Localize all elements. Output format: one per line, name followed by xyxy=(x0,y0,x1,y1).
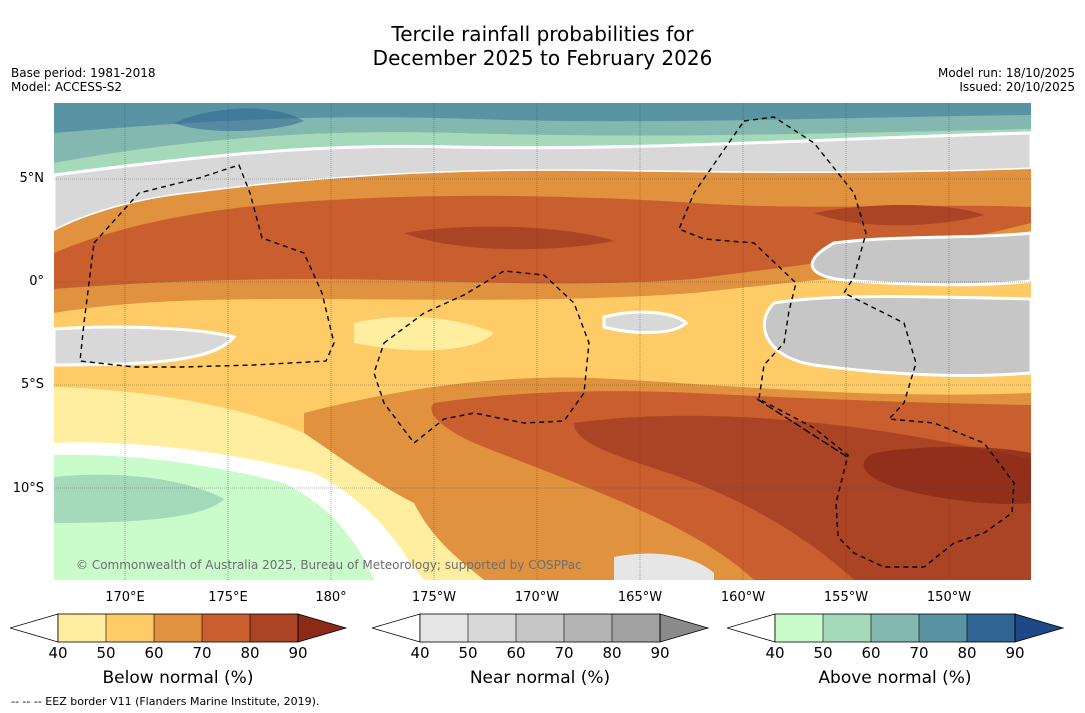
colorbar-below-arrow-right xyxy=(298,614,346,642)
title-line-1: Tercile rainfall probabilities for xyxy=(391,22,694,46)
cbar2-tick-90: 90 xyxy=(650,644,670,662)
colorbar-below-seg-2 xyxy=(106,614,154,642)
near-normal-center-patch xyxy=(602,310,689,335)
cbar3-tick-80: 80 xyxy=(957,644,977,662)
cbar3-tick-70: 70 xyxy=(909,644,929,662)
colorbar-near-arrow-left xyxy=(372,613,421,643)
colorbar-above-seg-2 xyxy=(823,614,871,642)
colorbar-above-normal xyxy=(727,613,1065,643)
cbar2-tick-70: 70 xyxy=(554,644,574,662)
colorbar-below-seg-5 xyxy=(250,614,298,642)
copyright-notice: © Commonwealth of Australia 2025, Bureau… xyxy=(76,558,582,572)
lat-label-10s: 10°S xyxy=(12,481,44,496)
near-normal-east-lower xyxy=(763,295,1031,377)
colorbar-near-seg-2 xyxy=(468,614,516,642)
eez-border-west xyxy=(79,164,335,368)
cbar1-tick-40: 40 xyxy=(48,644,68,662)
near-normal-south-patch xyxy=(614,553,714,580)
lon-label-170w: 170°W xyxy=(514,590,560,605)
colorbar-below-title: Below normal (%) xyxy=(102,668,254,688)
lon-label-170e: 170°E xyxy=(105,590,145,605)
model-name: Model: ACCESS-S2 xyxy=(11,80,123,94)
colorbar-below-arrow-left xyxy=(10,613,59,643)
colorbar-below-seg-4 xyxy=(202,614,250,642)
colorbar-above-arrow-left xyxy=(727,613,776,643)
above-normal-north-dark xyxy=(54,103,1031,133)
lon-label-175e: 175°E xyxy=(208,590,248,605)
meta-right: Model run: 18/10/2025 Issued: 20/10/2025 xyxy=(938,66,1075,94)
colorbar-below-normal xyxy=(10,613,348,643)
rainfall-probability-map xyxy=(54,103,1031,580)
colorbar-below-seg-3 xyxy=(154,614,202,642)
model-run: Model run: 18/10/2025 xyxy=(937,66,1075,80)
title-line-2: December 2025 to February 2026 xyxy=(372,46,713,70)
colorbar-above-seg-3 xyxy=(871,614,919,642)
colorbar-near-seg-4 xyxy=(564,614,612,642)
cbar1-tick-90: 90 xyxy=(288,644,308,662)
map-title: Tercile rainfall probabilities for Decem… xyxy=(0,22,1085,70)
cbar3-tick-60: 60 xyxy=(861,644,881,662)
issued-date: Issued: 20/10/2025 xyxy=(959,80,1075,94)
cbar1-tick-60: 60 xyxy=(144,644,164,662)
cbar2-tick-50: 50 xyxy=(458,644,478,662)
colorbar-near-normal xyxy=(372,613,710,643)
colorbar-above-seg-4 xyxy=(919,614,967,642)
below-normal-darkest-north xyxy=(404,226,614,250)
lat-label-0: 0° xyxy=(29,274,44,289)
eez-borders xyxy=(79,116,1015,568)
graticule xyxy=(54,103,1031,580)
colorbar-below-seg-1 xyxy=(58,614,106,642)
lon-label-165w: 165°W xyxy=(617,590,663,605)
cbar3-tick-50: 50 xyxy=(813,644,833,662)
cbar2-tick-60: 60 xyxy=(506,644,526,662)
eez-footnote: -- -- -- EEZ border V11 (Flanders Marine… xyxy=(11,695,320,708)
cbar2-tick-80: 80 xyxy=(602,644,622,662)
eez-border-central xyxy=(373,270,590,444)
cbar1-tick-50: 50 xyxy=(96,644,116,662)
colorbar-near-seg-5 xyxy=(612,614,660,642)
near-normal-west-patch xyxy=(54,325,237,367)
below-normal-light-patch xyxy=(354,317,494,351)
lat-label-5n: 5°N xyxy=(19,171,45,186)
below-normal-darkest-north-east xyxy=(814,204,984,226)
near-normal-east-patch xyxy=(810,231,1031,287)
lon-label-175w: 175°W xyxy=(411,590,457,605)
colorbar-above-arrow-right xyxy=(1015,614,1063,642)
cbar2-tick-40: 40 xyxy=(410,644,430,662)
below-normal-south-darkest xyxy=(863,446,1031,505)
colorbar-near-arrow-right xyxy=(660,614,708,642)
lon-label-155w: 155°W xyxy=(823,590,869,605)
cbar3-tick-90: 90 xyxy=(1005,644,1025,662)
cbar1-tick-70: 70 xyxy=(192,644,212,662)
colorbar-near-seg-1 xyxy=(420,614,468,642)
above-normal-south-patch xyxy=(54,474,224,523)
lon-label-160w: 160°W xyxy=(720,590,766,605)
lon-label-150w: 150°W xyxy=(926,590,972,605)
meta-left: Base period: 1981-2018 Model: ACCESS-S2 xyxy=(11,66,156,94)
colorbar-near-seg-3 xyxy=(516,614,564,642)
colorbar-above-title: Above normal (%) xyxy=(818,668,972,688)
base-period: Base period: 1981-2018 xyxy=(11,66,156,80)
colorbar-above-seg-5 xyxy=(967,614,1015,642)
colorbar-above-seg-1 xyxy=(775,614,823,642)
lon-label-180: 180° xyxy=(315,590,347,605)
eez-line-south xyxy=(756,398,850,459)
above-normal-north-patch xyxy=(174,108,304,132)
colorbar-near-title: Near normal (%) xyxy=(469,668,611,688)
cbar1-tick-80: 80 xyxy=(240,644,260,662)
lat-label-5s: 5°S xyxy=(20,377,44,392)
cbar3-tick-40: 40 xyxy=(765,644,785,662)
